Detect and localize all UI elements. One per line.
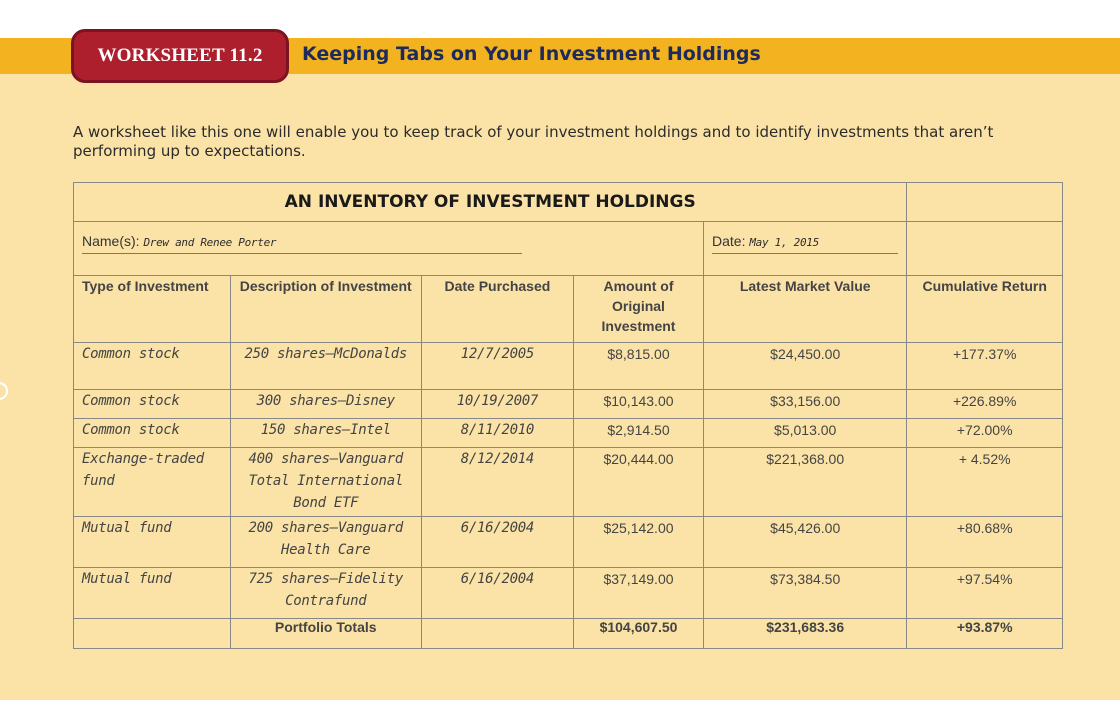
- totals-return: +93.87%: [906, 618, 1063, 649]
- cell-amount: $2,914.50: [573, 418, 704, 448]
- header-return: Cumulative Return: [906, 275, 1063, 343]
- cell-date: 8/11/2010: [420, 418, 575, 448]
- cell-return: +80.68%: [906, 516, 1063, 568]
- cell-type: Common stock: [73, 389, 231, 419]
- cell-market: $221,368.00: [702, 447, 908, 517]
- cell-market: $45,426.00: [702, 516, 908, 568]
- intro-text: A worksheet like this one will enable yo…: [73, 123, 994, 160]
- table-row: Exchange-traded fund 400 shares–Vanguard…: [73, 447, 1063, 517]
- investment-holdings-table: AN INVENTORY OF INVESTMENT HOLDINGS Name…: [72, 182, 1063, 649]
- cell-description: 200 shares–Vanguard Health Care: [229, 516, 422, 568]
- name-field: Name(s): Drew and Renee Porter: [82, 233, 522, 254]
- cell-date: 10/19/2007: [420, 389, 575, 419]
- table-row: Mutual fund 200 shares–Vanguard Health C…: [73, 516, 1063, 568]
- date-cell: Date: May 1, 2015: [702, 221, 908, 276]
- name-cell: Name(s): Drew and Renee Porter: [73, 221, 704, 276]
- totals-amount: $104,607.50: [573, 618, 704, 649]
- name-date-row: Name(s): Drew and Renee Porter Date: May…: [73, 221, 1063, 276]
- totals-market: $231,683.36: [702, 618, 908, 649]
- cell-return: +177.37%: [906, 342, 1063, 390]
- cell-description: 250 shares–McDonalds: [229, 342, 422, 390]
- cell-description: 725 shares–Fidelity Contrafund: [229, 567, 422, 619]
- cell-date: 12/7/2005: [420, 342, 575, 390]
- date-value: May 1, 2015: [749, 236, 819, 249]
- totals-label: Portfolio Totals: [229, 618, 422, 649]
- cell-amount: $25,142.00: [573, 516, 704, 568]
- cell-type: Common stock: [73, 342, 231, 390]
- worksheet-badge: WORKSHEET 11.2: [71, 29, 289, 83]
- name-label: Name(s):: [82, 233, 140, 249]
- header-market-value: Latest Market Value: [702, 275, 908, 343]
- totals-blank: [73, 618, 231, 649]
- cell-market: $33,156.00: [702, 389, 908, 419]
- cell-date: 6/16/2004: [420, 567, 575, 619]
- cell-description: 300 shares–Disney: [229, 389, 422, 419]
- header-description: Description of Investment: [229, 275, 422, 343]
- cell-return: +226.89%: [906, 389, 1063, 419]
- cell-date: 8/12/2014: [420, 447, 575, 517]
- cell-description: 150 shares–Intel: [229, 418, 422, 448]
- table-title-blank: [906, 182, 1063, 222]
- cell-amount: $8,815.00: [573, 342, 704, 390]
- date-blank: [906, 221, 1063, 276]
- table-row: Mutual fund 725 shares–Fidelity Contrafu…: [73, 567, 1063, 619]
- cell-type: Mutual fund: [73, 516, 231, 568]
- table-row: Common stock 250 shares–McDonalds 12/7/2…: [73, 342, 1063, 390]
- cell-amount: $20,444.00: [573, 447, 704, 517]
- cell-type: Mutual fund: [73, 567, 231, 619]
- cell-market: $5,013.00: [702, 418, 908, 448]
- cell-date: 6/16/2004: [420, 516, 575, 568]
- cell-return: +97.54%: [906, 567, 1063, 619]
- cell-amount: $10,143.00: [573, 389, 704, 419]
- header-type: Type of Investment: [73, 275, 231, 343]
- cell-type: Common stock: [73, 418, 231, 448]
- totals-row: Portfolio Totals $104,607.50 $231,683.36…: [73, 618, 1063, 649]
- date-label: Date:: [712, 233, 746, 249]
- table-row: Common stock 300 shares–Disney 10/19/200…: [73, 389, 1063, 419]
- header-row: Type of Investment Description of Invest…: [73, 275, 1063, 343]
- worksheet-title: Keeping Tabs on Your Investment Holdings: [302, 43, 761, 65]
- cell-market: $73,384.50: [702, 567, 908, 619]
- totals-date-blank: [420, 618, 575, 649]
- cell-market: $24,450.00: [702, 342, 908, 390]
- cell-return: +72.00%: [906, 418, 1063, 448]
- table-row: Common stock 150 shares–Intel 8/11/2010 …: [73, 418, 1063, 448]
- date-field: Date: May 1, 2015: [712, 233, 899, 254]
- header-amount: Amount of Original Investment: [573, 275, 704, 343]
- cell-type: Exchange-traded fund: [73, 447, 231, 517]
- cell-return: + 4.52%: [906, 447, 1063, 517]
- header-date-purchased: Date Purchased: [420, 275, 575, 343]
- name-value: Drew and Renee Porter: [143, 236, 277, 249]
- cell-amount: $37,149.00: [573, 567, 704, 619]
- table-title: AN INVENTORY OF INVESTMENT HOLDINGS: [72, 182, 908, 222]
- table-title-row: AN INVENTORY OF INVESTMENT HOLDINGS: [72, 182, 1063, 222]
- cell-description: 400 shares–Vanguard Total International …: [229, 447, 422, 517]
